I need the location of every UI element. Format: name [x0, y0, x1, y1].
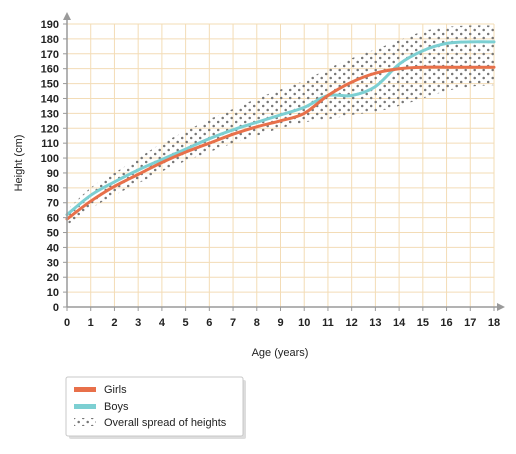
y-tick-label: 140 [41, 93, 59, 105]
x-tick-label: 16 [440, 317, 452, 329]
x-tick-label: 13 [369, 317, 381, 329]
legend: Girls Boys Overall spread of heights [65, 376, 246, 439]
y-tick-label: 150 [41, 79, 59, 91]
y-tick-label: 50 [47, 228, 59, 240]
y-tick-label: 70 [47, 198, 59, 210]
y-tick-label: 80 [47, 183, 59, 195]
legend-swatch-girls [74, 387, 96, 392]
y-tick-label: 110 [41, 138, 59, 150]
x-tick-label: 2 [111, 317, 117, 329]
x-tick-label: 7 [230, 317, 236, 329]
y-tick-label: 20 [47, 272, 59, 284]
legend-swatch-spread [74, 418, 96, 426]
y-tick-label: 0 [53, 302, 59, 314]
x-tick-label: 15 [417, 317, 429, 329]
y-tick-label: 30 [47, 257, 59, 269]
x-tick-label: 4 [159, 317, 166, 329]
y-axis-title: Height (cm) [13, 135, 25, 192]
y-tick-label: 90 [47, 168, 59, 180]
series-line-girls [65, 65, 496, 221]
tick-labels: 0 1 2 3 4 5 6 7 8 9 10 11 12 13 14 15 16 17 18010203040506… [41, 19, 500, 329]
y-tick-label: 120 [41, 123, 59, 135]
y-tick-label: 10 [47, 287, 59, 299]
x-tick-label: 12 [346, 317, 358, 329]
x-tick-label: 9 [277, 317, 283, 329]
y-tick-label: 160 [41, 64, 59, 76]
y-tick-label: 40 [47, 242, 59, 254]
series-layer [65, 40, 496, 221]
y-axis-arrow [63, 12, 71, 20]
x-tick-label: 17 [464, 317, 476, 329]
y-tick-label: 130 [41, 108, 59, 120]
x-tick-label: 8 [254, 317, 260, 329]
y-tick-label: 170 [41, 49, 59, 61]
x-axis-arrow [497, 303, 505, 311]
x-tick-label: 14 [393, 317, 406, 329]
y-tick-label: 100 [41, 153, 59, 165]
x-tick-label: 18 [488, 317, 500, 329]
x-tick-label: 5 [183, 317, 189, 329]
x-tick-label: 11 [322, 317, 334, 329]
x-tick-label: 6 [206, 317, 212, 329]
y-tick-label: 60 [47, 213, 59, 225]
axes [63, 12, 505, 311]
x-tick-label: 1 [88, 317, 94, 329]
legend-label-girls: Girls [104, 384, 127, 396]
x-tick-label: 0 [64, 317, 70, 329]
legend-label-boys: Boys [104, 401, 129, 413]
x-tick-label: 3 [135, 317, 141, 329]
x-tick-label: 10 [298, 317, 310, 329]
y-tick-label: 190 [41, 19, 59, 31]
y-tick-label: 180 [41, 34, 59, 46]
series-line-boys [65, 40, 496, 217]
legend-label-spread: Overall spread of heights [104, 417, 227, 429]
x-axis-title: Age (years) [252, 347, 309, 359]
legend-swatch-boys [74, 404, 96, 409]
